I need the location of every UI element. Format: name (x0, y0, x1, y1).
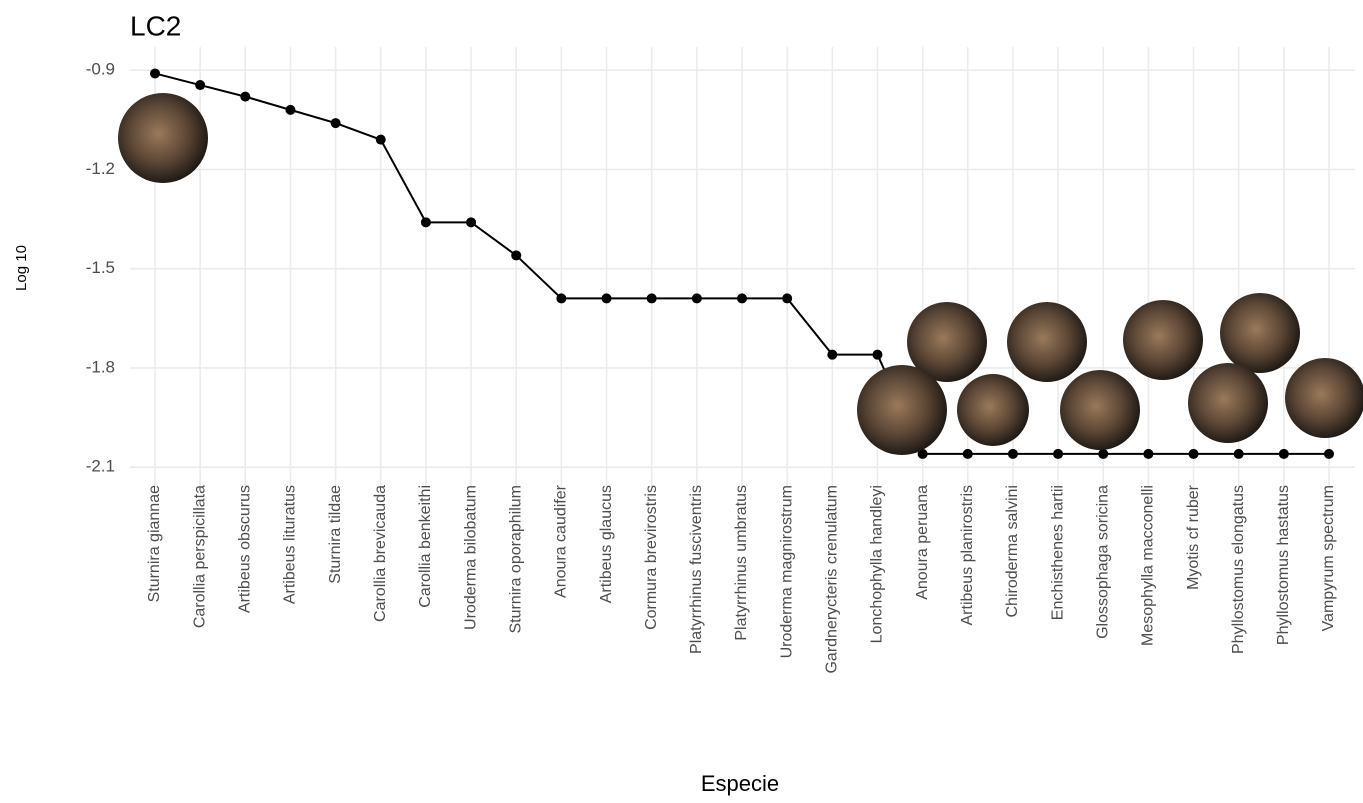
data-point (195, 80, 205, 90)
x-tick-label: Artibeus obscurus (237, 485, 254, 613)
x-tick-label: Cormura brevirostris (643, 485, 660, 630)
data-point (376, 135, 386, 145)
x-tick-label: Uroderma magnirostrum (778, 485, 795, 658)
x-tick-label: Sturnira oporaphilum (507, 485, 524, 634)
x-tick-label: Anoura caudifer (553, 484, 570, 598)
x-tick-label: Sturnira giannae (146, 485, 163, 603)
x-tick-label: Platyrrhinus fusciventris (688, 485, 705, 654)
y-tick-label: -0.9 (86, 60, 115, 79)
data-point (602, 293, 612, 303)
y-tick-label: -1.2 (86, 159, 115, 178)
x-tick-label: Uroderma bilobatum (462, 485, 479, 630)
data-point (872, 350, 882, 360)
bat-photo (857, 365, 947, 455)
x-tick-label: Artibeus glaucus (598, 485, 615, 603)
data-point (782, 293, 792, 303)
data-point (647, 293, 657, 303)
x-tick-label: Phyllostomus elongatus (1230, 485, 1247, 654)
x-axis-title: Especie (701, 771, 779, 796)
bat-photos (118, 93, 1363, 455)
x-tick-label: Carollia benkeithi (417, 485, 434, 608)
x-tick-label: Vampyrum spectrum (1320, 485, 1337, 631)
x-tick-label: Myotis cf ruber (1185, 484, 1202, 590)
x-tick-label: Glossophaga soricina (1094, 485, 1111, 639)
x-tick-label: Lonchophylla handleyi (869, 485, 886, 643)
chart-title: LC2 (130, 10, 181, 41)
plot-area (130, 47, 1355, 487)
data-point (150, 68, 160, 78)
bat-photo (1285, 358, 1363, 438)
chart: LC2 Especie Log 10 -2.1 -1.8 -1.5 -1.2 -0.9 S… (0, 0, 1363, 803)
data-point (692, 293, 702, 303)
x-tick-label: Sturnira tildae (327, 485, 344, 584)
bat-photo (957, 374, 1029, 446)
y-axis-title: Log 10 (13, 245, 30, 291)
data-point (1189, 449, 1199, 459)
x-tick-label: Artibeus planirostris (959, 485, 976, 626)
x-tick-label: Mesophylla macconelli (1140, 485, 1157, 646)
x-tick-label: Platyrrhinus umbratus (733, 485, 750, 641)
y-tick-label: -1.5 (86, 258, 115, 277)
data-point (556, 293, 566, 303)
x-tick-label: Phyllostomus hastatus (1275, 485, 1292, 645)
data-point (331, 118, 341, 128)
data-point (466, 217, 476, 227)
bat-photo (1220, 293, 1300, 373)
x-tick-label: Chiroderma salvini (1004, 485, 1021, 618)
data-point (1234, 449, 1244, 459)
x-tick-label: Carollia perspicillata (191, 485, 208, 628)
bat-photo (1123, 300, 1203, 380)
data-point (240, 92, 250, 102)
data-point (737, 293, 747, 303)
x-tick-label: Carollia brevicauda (372, 485, 389, 622)
y-tick-label: -1.8 (86, 357, 115, 376)
x-tick-label: Enchisthenes hartii (1049, 485, 1066, 620)
bat-photo (118, 93, 208, 183)
y-tick-label: -2.1 (86, 457, 115, 476)
x-tick-label: Artibeus lituratus (282, 485, 299, 604)
bat-photo (1060, 370, 1140, 450)
data-point (827, 350, 837, 360)
x-tick-label: Gardnerycteris crenulatum (824, 485, 841, 674)
bat-photo (1188, 363, 1268, 443)
data-point (1143, 449, 1153, 459)
x-tick-label: Anoura peruana (914, 485, 931, 600)
data-point (1324, 449, 1334, 459)
data-point (421, 217, 431, 227)
data-point (511, 250, 521, 260)
data-point (285, 105, 295, 115)
data-point (1008, 449, 1018, 459)
data-point (1279, 449, 1289, 459)
data-point (1053, 449, 1063, 459)
data-point (1098, 449, 1108, 459)
bat-photo (1007, 302, 1087, 382)
data-point (963, 449, 973, 459)
